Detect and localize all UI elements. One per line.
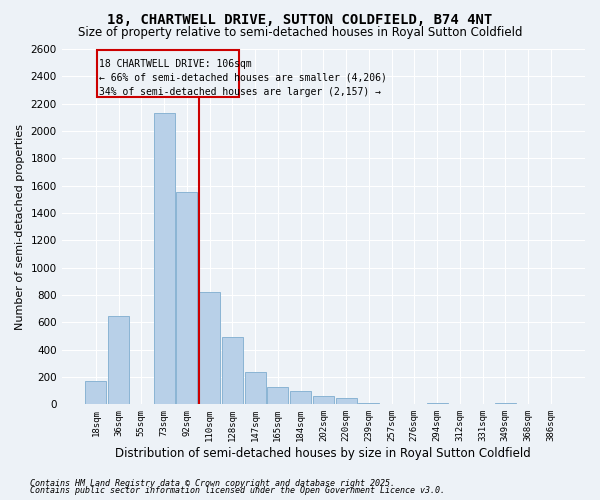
- Bar: [176, 192, 197, 404]
- Y-axis label: Number of semi-detached properties: Number of semi-detached properties: [15, 124, 25, 330]
- Bar: [85, 381, 106, 404]
- Bar: [313, 396, 334, 404]
- Bar: [268, 386, 289, 404]
- Text: Size of property relative to semi-detached houses in Royal Sutton Coldfield: Size of property relative to semi-detach…: [78, 26, 522, 39]
- Text: 18, CHARTWELL DRIVE, SUTTON COLDFIELD, B74 4NT: 18, CHARTWELL DRIVE, SUTTON COLDFIELD, B…: [107, 12, 493, 26]
- Bar: [222, 338, 243, 404]
- Bar: [290, 390, 311, 404]
- Bar: [495, 403, 516, 404]
- Text: Contains public sector information licensed under the Open Government Licence v3: Contains public sector information licen…: [30, 486, 445, 495]
- Text: ← 66% of semi-detached houses are smaller (4,206): ← 66% of semi-detached houses are smalle…: [100, 73, 387, 83]
- Bar: [335, 398, 356, 404]
- Bar: [154, 113, 175, 405]
- X-axis label: Distribution of semi-detached houses by size in Royal Sutton Coldfield: Distribution of semi-detached houses by …: [115, 447, 531, 460]
- Bar: [199, 292, 220, 405]
- Bar: [108, 316, 129, 404]
- Bar: [427, 403, 448, 404]
- Text: 34% of semi-detached houses are larger (2,157) →: 34% of semi-detached houses are larger (…: [100, 86, 382, 97]
- Text: Contains HM Land Registry data © Crown copyright and database right 2025.: Contains HM Land Registry data © Crown c…: [30, 478, 395, 488]
- Bar: [358, 403, 379, 404]
- FancyBboxPatch shape: [97, 50, 239, 97]
- Text: 18 CHARTWELL DRIVE: 106sqm: 18 CHARTWELL DRIVE: 106sqm: [100, 60, 252, 70]
- Bar: [245, 372, 266, 404]
